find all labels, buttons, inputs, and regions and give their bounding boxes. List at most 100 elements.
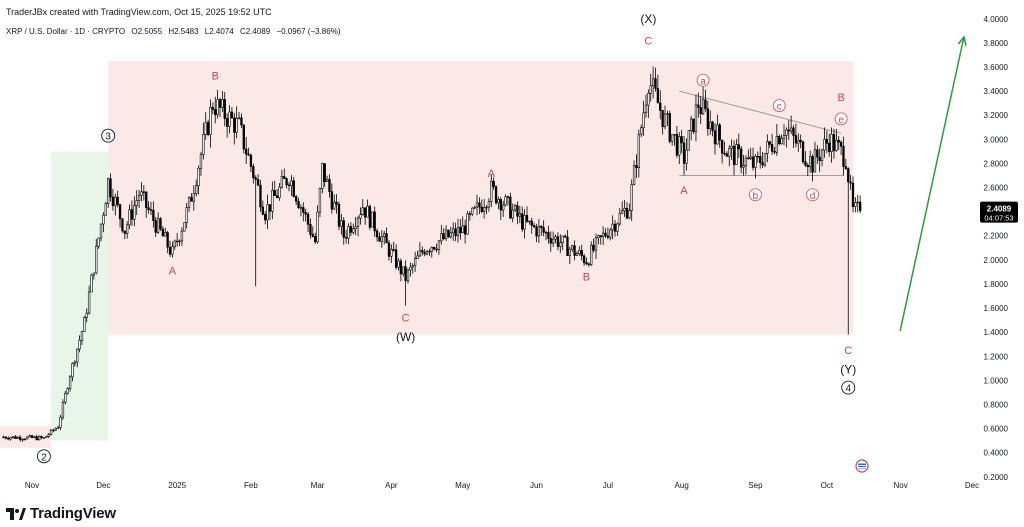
candle-body xyxy=(797,140,800,144)
candle-body xyxy=(763,153,767,166)
candle-body xyxy=(166,232,169,248)
candle xyxy=(494,185,498,205)
candle xyxy=(751,147,755,171)
price-tick-label: 0.6000 xyxy=(984,425,1009,434)
candle-body xyxy=(78,339,81,350)
candle-body xyxy=(64,392,67,403)
candle xyxy=(535,223,538,243)
symbol-name: XRP / U.S. Dollar · 1D · CRYPTO xyxy=(6,27,126,36)
candle-body xyxy=(566,236,569,256)
candle-body xyxy=(747,157,750,160)
wave-label: a xyxy=(696,73,710,87)
wave-label: 4 xyxy=(841,380,856,395)
price-tick-label: 0.8000 xyxy=(984,400,1009,409)
candle xyxy=(490,175,493,208)
candle-body xyxy=(259,184,262,208)
wave-label: C xyxy=(644,36,652,48)
candle xyxy=(64,390,67,405)
candle-body xyxy=(680,136,683,144)
candle-body xyxy=(468,213,472,215)
candle-body xyxy=(344,237,348,239)
candle-body xyxy=(528,220,531,223)
candle-body xyxy=(368,205,372,228)
candle-body xyxy=(59,416,62,428)
candle-body xyxy=(411,265,414,268)
candle-body xyxy=(830,134,833,152)
candle xyxy=(440,224,443,245)
candle xyxy=(475,194,479,216)
candle-body xyxy=(661,110,664,128)
candle xyxy=(261,200,264,216)
candle-body xyxy=(183,222,186,232)
candle-body xyxy=(202,134,205,155)
time-axis[interactable]: Nov Dec 2025 Feb Mar Apr May Jun Jul Aug Sep Oct Nov… xyxy=(25,481,979,490)
tradingview-brand[interactable]: TradingView xyxy=(6,505,116,522)
candle xyxy=(245,137,248,165)
candle-body xyxy=(140,191,143,196)
candle xyxy=(697,92,700,118)
candle xyxy=(116,190,119,208)
candle xyxy=(706,100,710,136)
candle xyxy=(273,180,276,196)
candle-body xyxy=(390,249,393,257)
candle-body xyxy=(561,235,564,244)
candle-body xyxy=(168,246,172,255)
candle-body xyxy=(190,197,193,202)
candles xyxy=(2,66,862,442)
candle xyxy=(204,112,207,140)
price-axis[interactable]: 0.2000 0.4000 0.6000 0.8000 1.0000 1.2000 1.40… xyxy=(984,15,1009,482)
candle-body xyxy=(347,226,350,239)
candle-body xyxy=(121,218,124,232)
candle xyxy=(442,227,445,241)
candle-body xyxy=(444,229,448,240)
candle-body xyxy=(35,436,38,441)
candle-body xyxy=(271,190,274,212)
candle-body xyxy=(26,436,29,440)
candle xyxy=(52,428,55,433)
time-tick-label: Dec xyxy=(965,481,979,490)
candle-body xyxy=(552,238,555,244)
candle xyxy=(335,194,338,214)
candle-body xyxy=(309,224,312,235)
flag-icon[interactable] xyxy=(855,459,869,473)
candle-body xyxy=(245,148,248,155)
symbol-legend[interactable]: XRP / U.S. Dollar · 1D · CRYPTO O2.5055 … xyxy=(6,27,344,36)
candle-body xyxy=(744,157,748,166)
candle-body xyxy=(306,213,310,225)
candle-body xyxy=(559,242,562,247)
candle xyxy=(428,248,431,256)
candle-body xyxy=(402,266,405,275)
candle-body xyxy=(147,207,150,210)
candle xyxy=(463,219,467,244)
candle xyxy=(340,214,343,235)
trend-line xyxy=(679,90,842,134)
candle xyxy=(192,185,195,211)
candle-body xyxy=(285,178,288,186)
candle xyxy=(26,436,29,440)
candle-body xyxy=(142,191,146,193)
candle xyxy=(768,140,771,148)
candle xyxy=(856,194,859,213)
candle xyxy=(720,139,724,164)
candle xyxy=(280,169,284,189)
candle xyxy=(333,194,336,210)
candle xyxy=(801,140,805,164)
candle xyxy=(466,211,469,235)
candle xyxy=(78,335,81,353)
candle xyxy=(747,149,750,160)
candle xyxy=(7,436,10,441)
wave-label-text: d xyxy=(810,191,816,202)
candle xyxy=(45,436,48,438)
candle-body xyxy=(249,154,253,167)
candle-body xyxy=(397,260,400,268)
candle-body xyxy=(68,376,72,389)
candle xyxy=(759,146,762,169)
candle-body xyxy=(266,204,269,221)
candle xyxy=(225,113,229,138)
wave-label-text: (W) xyxy=(396,330,415,344)
candle-body xyxy=(42,437,46,439)
candle-body xyxy=(754,155,757,168)
candle xyxy=(473,205,476,210)
wave-label-text: B xyxy=(583,272,590,284)
